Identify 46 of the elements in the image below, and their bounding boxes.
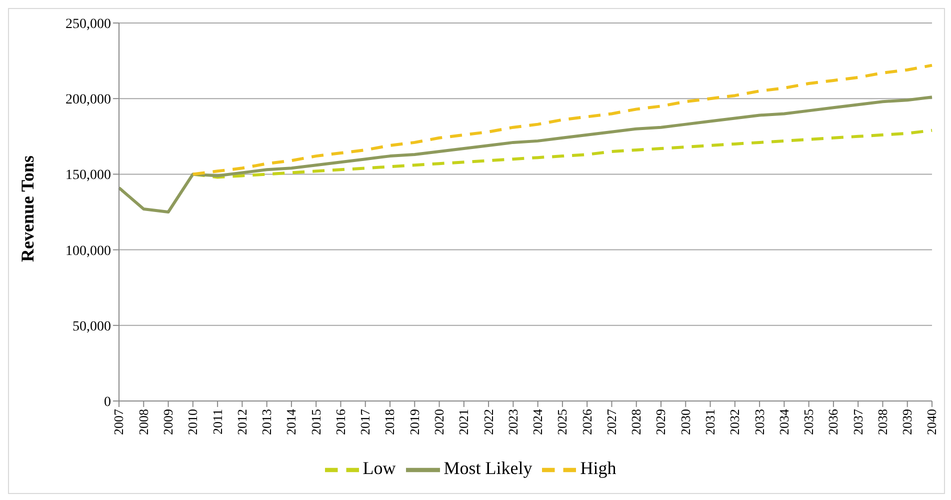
x-tick-label: 2014 (284, 408, 299, 435)
x-tick-label: 2035 (801, 409, 816, 435)
x-tick-label: 2013 (259, 409, 274, 435)
x-tick-label: 2018 (382, 409, 398, 435)
x-tick-label: 2010 (185, 409, 200, 435)
x-tick-label: 2037 (850, 408, 866, 435)
x-tick-label: 2021 (456, 409, 472, 435)
x-tick-label: 2008 (136, 409, 151, 435)
line-series (118, 96, 934, 214)
x-tick-label: 2030 (678, 409, 693, 435)
legend-label: High (580, 458, 616, 478)
x-tick-label: 2011 (210, 409, 225, 435)
x-tick-label: 2033 (752, 409, 767, 435)
x-tick-label: 2034 (776, 408, 792, 435)
legend-label: Low (362, 458, 396, 478)
x-tick-label: 2016 (332, 408, 348, 435)
x-tick-label: 2038 (874, 409, 890, 435)
y-tick-label: 200,000 (66, 92, 111, 108)
legend-label: Most Likely (444, 458, 532, 478)
y-tick-label: 150,000 (66, 168, 111, 184)
x-tick-label: 2007 (111, 408, 126, 435)
x-tick-label: 2022 (480, 409, 496, 435)
y-tick-label: 0 (104, 394, 111, 410)
y-tick-label: 250,000 (66, 16, 111, 32)
y-tick-label: 100,000 (66, 244, 111, 259)
x-tick-label: 2031 (702, 409, 718, 435)
line-series (191, 64, 934, 176)
y-axis-title: Revenue Tons (17, 155, 38, 262)
x-tick-label: 2023 (505, 409, 520, 435)
x-tick-label: 2012 (234, 409, 250, 435)
x-tick-label: 2026 (579, 408, 594, 435)
x-tick-label: 2015 (308, 409, 324, 435)
y-tick-label: 50,000 (72, 319, 111, 334)
x-tick-label: 2020 (432, 409, 447, 435)
x-tick-label: 2024 (530, 408, 546, 435)
x-tick-label: 2017 (358, 408, 373, 435)
x-tick-label: 2025 (554, 409, 570, 435)
x-tick-label: 2029 (653, 409, 668, 435)
x-tick-label: 2009 (160, 409, 176, 435)
x-tick-label: 2036 (826, 408, 841, 435)
x-tick-label: 2040 (924, 409, 940, 435)
x-tick-label: 2028 (628, 409, 644, 435)
x-tick-label: 2027 (604, 408, 619, 435)
x-tick-label: 2039 (900, 409, 915, 435)
x-tick-label: 2032 (727, 409, 742, 435)
x-tick-label: 2019 (406, 409, 422, 435)
